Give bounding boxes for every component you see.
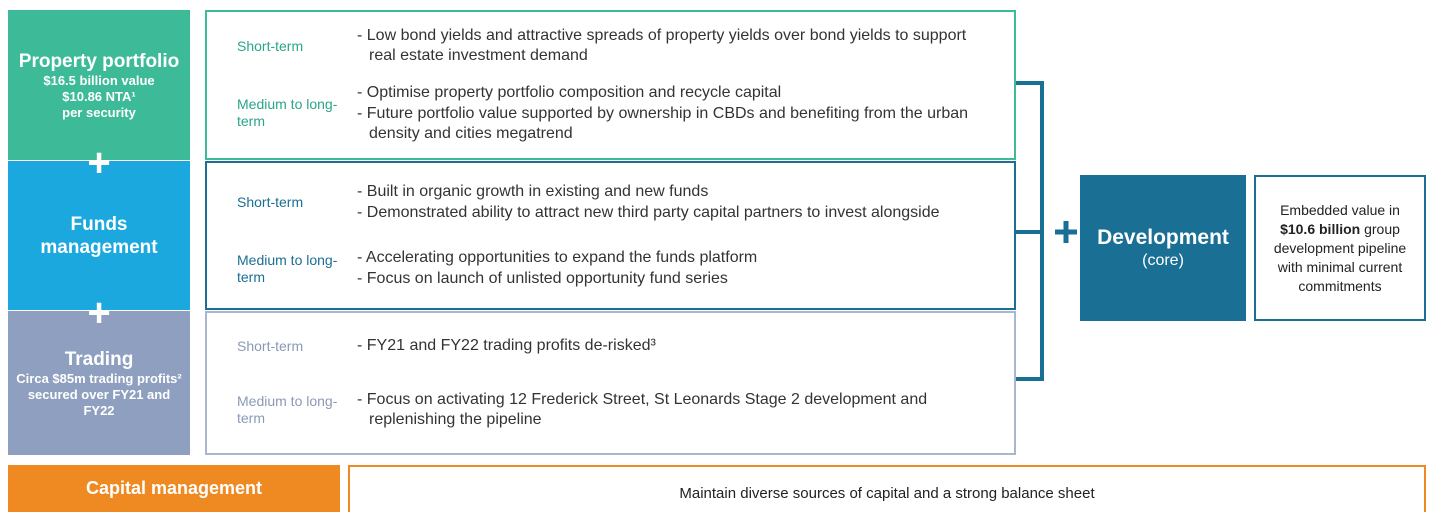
points: Optimise property portfolio composition … [357,82,1014,145]
bracket [1012,81,1077,381]
point: Focus on activating 12 Frederick Street,… [357,390,984,430]
point: Accelerating opportunities to expand the… [357,248,984,268]
pillar-title: Funds management [40,213,158,258]
horizon-label: Short-term [237,37,304,54]
capital-text-box: Maintain diverse sources of capital and … [348,465,1426,512]
text: $10.6 billion [1280,220,1361,237]
horizon-row: Short-term Built in organic growth in exi… [207,181,1014,224]
point: Low bond yields and attractive spreads o… [357,26,984,66]
horizon-row: Medium to long-term Accelerating opportun… [207,247,1014,290]
pillar-box: Funds management [8,161,190,310]
horizon-row: Medium to long-term Focus on activating 1… [207,389,1014,431]
points: Built in organic growth in existing and … [357,181,1014,224]
capital-text: Maintain diverse sources of capital and … [679,485,1095,502]
outlook-box: Short-term Built in organic growth in exi… [205,161,1016,310]
development-title: Development [1097,226,1229,249]
pillar-detail: Circa $85m trading profits² secured over… [16,370,182,418]
horizon-row: Short-term FY21 and FY22 trading profits … [207,335,1014,357]
capital-title: Capital management [85,478,263,498]
pillar-box: Property portfolio $16.5 billion value $10… [8,10,190,160]
plus-sign: + [87,141,111,185]
horizon-label: Medium to long-term [237,251,338,285]
pillar-detail: $16.5 billion value [43,72,155,88]
development-box: Development (core) [1080,175,1246,321]
text: group development pipeline with minimal … [1273,220,1407,294]
point: Built in organic growth in existing and … [357,182,984,202]
pillar-title: Property portfolio [18,50,180,72]
development-description: Embedded value in $10.6 billion group de… [1254,175,1426,321]
pillar-box: Trading Circa $85m trading profits² secur… [8,311,190,455]
points: Focus on activating 12 Frederick Street,… [357,389,1014,431]
horizon-row: Medium to long-term Optimise property por… [207,82,1014,145]
point: FY21 and FY22 trading profits de-risked³ [357,336,984,356]
outlook-box: Short-term FY21 and FY22 trading profits … [205,311,1016,455]
points: Accelerating opportunities to expand the… [357,247,1014,290]
pillar-title: Trading [64,348,134,370]
text: Embedded value in [1280,201,1400,218]
horizon-label: Short-term [237,193,304,210]
points: FY21 and FY22 trading profits de-risked³ [357,335,1014,357]
horizon-label: Medium to long-term [237,393,338,426]
horizon-label: Medium to long-term [237,96,338,130]
outlook-box: Short-term Low bond yields and attractive… [205,10,1016,160]
pillar-detail: per security [62,104,136,120]
capital-title-box: Capital management [8,465,340,512]
point: Future portfolio value supported by owne… [357,104,984,144]
pillar-detail: $10.86 NTA¹ [62,88,136,104]
development-subtitle: (core) [1142,252,1184,269]
point: Demonstrated ability to attract new thir… [357,203,984,223]
point: Focus on launch of unlisted opportunity … [357,269,984,289]
points: Low bond yields and attractive spreads o… [357,25,1014,67]
point: Optimise property portfolio composition … [357,83,984,103]
plus-sign: + [87,291,111,335]
horizon-row: Short-term Low bond yields and attractive… [207,25,1014,67]
horizon-label: Short-term [237,337,304,354]
